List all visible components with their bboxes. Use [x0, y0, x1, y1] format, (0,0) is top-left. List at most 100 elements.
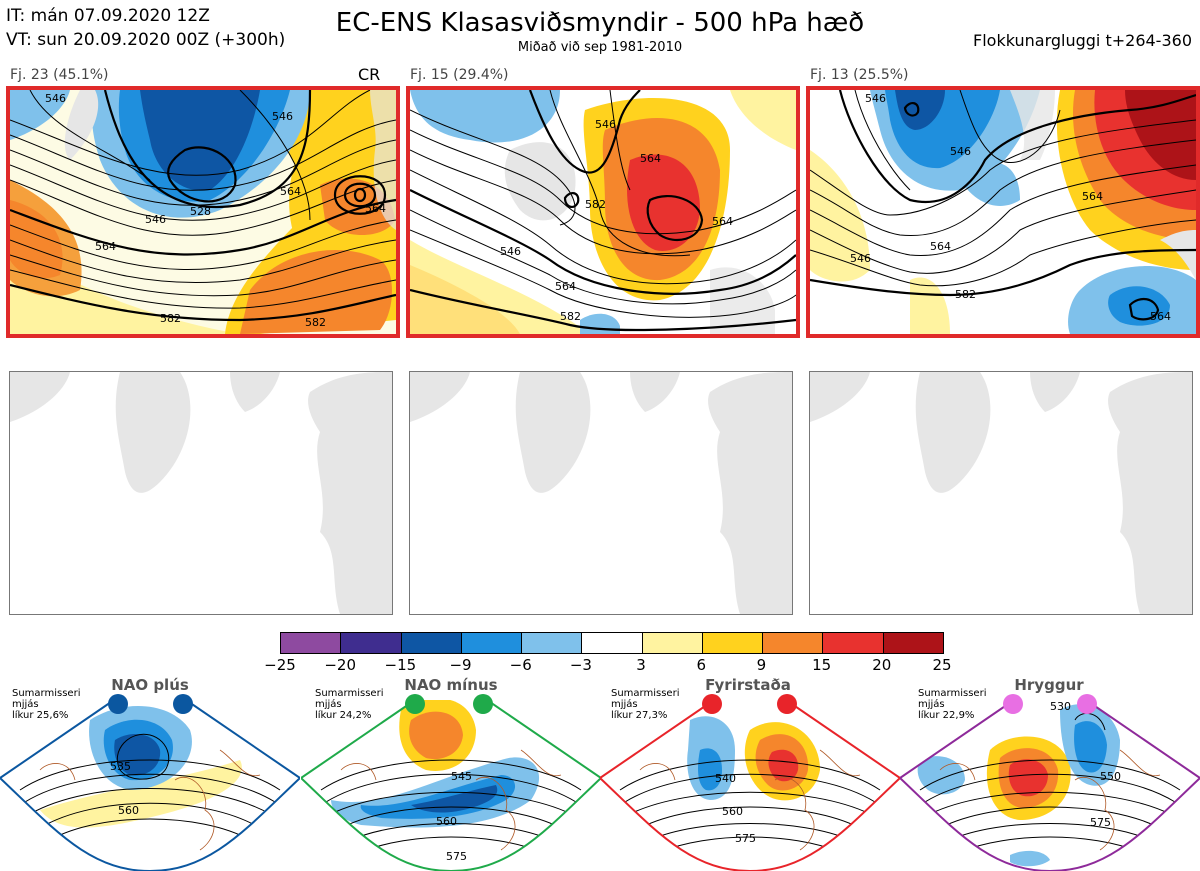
contour-label: 575: [735, 832, 756, 845]
regime-3-name: Fyrirstaða: [705, 676, 791, 694]
cluster-3-map[interactable]: 546 546 564 546 564 582 564: [806, 86, 1200, 338]
colorbar-tick-label: 6: [696, 656, 707, 674]
cluster-2-map-graphic: 546 564 546 564 582 582 564: [410, 90, 796, 334]
regime-2-name: NAO mínus: [404, 676, 498, 694]
regime-3-info: Sumarmisseri mjjás líkur 27,3%: [611, 688, 679, 721]
empty-map-2[interactable]: [409, 371, 793, 615]
colorbar-tick-label: 20: [872, 656, 892, 674]
contour-label: 564: [640, 152, 661, 165]
regime-1-months: mjjás: [12, 699, 39, 710]
regime-1-probability: líkur 25,6%: [12, 710, 69, 721]
colorbar-swatch: [823, 633, 884, 653]
cluster-3-map-graphic: 546 546 564 546 564 582 564: [810, 90, 1196, 334]
cluster-1-map[interactable]: 546 546 528 564 564 582 582 546 564: [6, 86, 400, 338]
regime-1-marker-right: [173, 694, 193, 714]
regime-2-map: 545 560 575: [301, 699, 601, 871]
contour-label: 550: [1100, 770, 1121, 783]
contour-label: 546: [865, 92, 886, 105]
colorbar-swatch: [522, 633, 583, 653]
regime-4-name: Hryggur: [1014, 676, 1084, 694]
colorbar: [280, 632, 944, 654]
contour-label: 575: [1090, 816, 1111, 829]
valid-time: VT: sun 20.09.2020 00Z (+300h): [6, 30, 286, 50]
regime-2-season: Sumarmisseri: [315, 688, 384, 699]
page-title: EC-ENS Klasasviðsmyndir - 500 hPa hæð: [335, 8, 865, 38]
contour-label: 546: [950, 145, 971, 158]
colorbar-tick-label: −6: [509, 656, 532, 674]
colorbar-tick-label: 15: [812, 656, 832, 674]
colorbar-tick-label: −20: [324, 656, 356, 674]
colorbar-tick-label: −25: [264, 656, 296, 674]
contour-label: 535: [110, 760, 131, 773]
contour-label: 546: [145, 213, 166, 226]
contour-label: 582: [305, 316, 326, 329]
contour-label: 528: [190, 205, 211, 218]
contour-label: 582: [560, 310, 581, 323]
empty-map-3[interactable]: [809, 371, 1193, 615]
colorbar-swatch: [883, 633, 943, 653]
cluster-1-marker: CR: [358, 65, 381, 84]
regime-1-map: 535 560: [0, 699, 300, 871]
page-subtitle: Miðað við sep 1981-2010: [517, 40, 683, 55]
contour-label: 582: [585, 198, 606, 211]
colorbar-swatch: [401, 633, 462, 653]
contour-label: 546: [45, 92, 66, 105]
colorbar-tick-label: −15: [384, 656, 417, 674]
regime-4-marker-right: [1077, 694, 1097, 714]
colorbar-tick-label: 25: [932, 656, 952, 674]
contour-label: 564: [95, 240, 116, 253]
regime-3-months: mjjás: [611, 699, 638, 710]
contour-label: 564: [1082, 190, 1103, 203]
contour-label: 564: [280, 185, 301, 198]
colorbar-tick-label: 3: [636, 656, 646, 674]
empty-map-1[interactable]: [9, 371, 393, 615]
cluster-1-label: Fj. 23 (45.1%): [10, 67, 109, 83]
regime-2-months: mjjás: [315, 699, 342, 710]
empty-map-1-graphic: [10, 372, 392, 614]
cluster-2-label: Fj. 15 (29.4%): [410, 67, 509, 83]
contour-label: 560: [118, 804, 139, 817]
cluster-2-map[interactable]: 546 564 546 564 582 582 564: [406, 86, 800, 338]
regime-3-map: 540 560 575: [600, 699, 900, 871]
contour-label: 540: [715, 772, 736, 785]
contour-label: 546: [272, 110, 293, 123]
contour-label: 560: [722, 805, 743, 818]
contour-label: 582: [955, 288, 976, 301]
regime-1-name: NAO plús: [111, 676, 189, 694]
regime-3-probability: líkur 27,3%: [611, 710, 668, 721]
regime-2-marker-left: [405, 694, 425, 714]
colorbar-swatch: [461, 633, 523, 653]
empty-map-2-graphic: [410, 372, 792, 614]
regime-1-info: Sumarmisseri mjjás líkur 25,6%: [12, 688, 80, 721]
colorbar-tick-label: −3: [569, 656, 592, 674]
contour-label: 564: [1150, 310, 1171, 323]
regime-2-probability: líkur 24,2%: [315, 710, 372, 721]
contour-label: 546: [500, 245, 521, 258]
header-info: IT: mán 07.09.2020 12Z VT: sun 20.09.202…: [6, 4, 285, 52]
contour-label: 546: [850, 252, 871, 265]
colorbar-swatch: [763, 633, 824, 653]
regime-1-season: Sumarmisseri: [12, 688, 81, 699]
contour-label: 564: [930, 240, 951, 253]
regime-4-season: Sumarmisseri: [918, 688, 987, 699]
contour-label: 546: [595, 118, 616, 131]
empty-map-3-graphic: [810, 372, 1192, 614]
colorbar-swatch: [642, 633, 703, 653]
colorbar-swatch: [582, 633, 643, 653]
contour-label: 560: [436, 815, 457, 828]
colorbar-swatch: [341, 633, 402, 653]
regime-2-info: Sumarmisseri mjjás líkur 24,2%: [315, 688, 383, 721]
contour-label: 582: [160, 312, 181, 325]
contour-label: 530: [1050, 700, 1071, 713]
cluster-3-label: Fj. 13 (25.5%): [810, 67, 909, 83]
colorbar-swatch: [281, 633, 342, 653]
regime-3-season: Sumarmisseri: [611, 688, 680, 699]
colorbar-tick-label: 9: [756, 656, 767, 674]
regime-4-marker-left: [1003, 694, 1023, 714]
contour-label: 564: [365, 202, 386, 215]
regime-4-info: Sumarmisseri mjjás líkur 22,9%: [918, 688, 986, 721]
initial-time: IT: mán 07.09.2020 12Z: [6, 6, 210, 26]
classification-window: Flokkunargluggi t+264-360: [973, 31, 1192, 50]
contour-label: 575: [446, 850, 467, 863]
contour-label: 564: [555, 280, 576, 293]
